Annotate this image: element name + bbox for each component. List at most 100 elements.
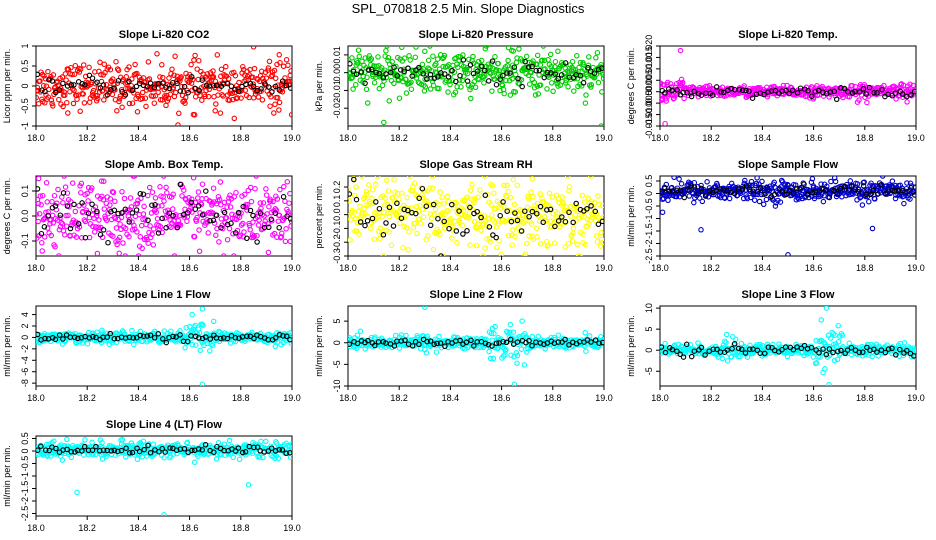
x-tick-label: 18.2 — [702, 133, 720, 143]
data-point — [445, 208, 451, 214]
plot-frame — [35, 305, 293, 387]
data-point — [373, 69, 379, 76]
data-point — [724, 347, 730, 353]
data-point — [160, 79, 167, 86]
x-tick-label: 18.2 — [702, 263, 720, 273]
data-point — [580, 61, 587, 68]
data-point — [215, 193, 222, 200]
data-point — [425, 233, 431, 239]
data-point — [529, 333, 536, 340]
data-point — [89, 75, 96, 81]
data-point — [418, 185, 425, 191]
data-point — [64, 436, 70, 443]
data-point — [911, 192, 916, 198]
data-point — [348, 75, 355, 82]
data-point — [260, 200, 267, 206]
data-point — [126, 64, 132, 70]
data-point — [199, 97, 205, 103]
data-point — [585, 64, 591, 71]
data-point — [430, 246, 437, 253]
y-tick-label: 0.01 — [332, 46, 342, 64]
data-point — [244, 207, 250, 213]
data-point — [60, 80, 66, 87]
data-point — [801, 342, 808, 349]
data-point — [482, 67, 488, 74]
data-point — [60, 199, 66, 206]
data-point — [519, 58, 526, 64]
data-point — [63, 212, 69, 219]
data-point — [541, 74, 547, 81]
data-point — [234, 95, 241, 101]
data-point — [562, 60, 569, 66]
data-point — [507, 194, 514, 201]
data-point — [160, 176, 167, 179]
data-point — [714, 182, 721, 188]
data-point — [230, 96, 236, 103]
data-point — [247, 184, 254, 191]
data-point — [427, 86, 434, 92]
data-points — [36, 46, 292, 126]
y-tick-label: -0.01 — [332, 80, 342, 101]
y-axis-label: ml/min per min. — [2, 445, 12, 507]
data-point — [710, 346, 717, 352]
data-point — [514, 339, 521, 345]
data-point — [383, 227, 389, 234]
x-tick-label: 18.6 — [493, 263, 511, 273]
x-tick-label: 18.0 — [339, 133, 357, 143]
data-point — [125, 213, 132, 219]
data-point — [743, 87, 749, 94]
data-point — [417, 220, 424, 227]
data-point — [115, 77, 122, 84]
data-point — [49, 100, 55, 107]
data-point — [282, 238, 289, 245]
data-point — [114, 108, 120, 114]
data-point — [396, 196, 402, 202]
data-point — [220, 335, 227, 341]
data-point — [48, 232, 55, 239]
y-tick-label: 0 — [644, 191, 654, 196]
data-point — [541, 57, 548, 64]
data-point — [570, 225, 577, 231]
data-point — [562, 218, 569, 225]
data-point — [449, 67, 455, 74]
data-point — [353, 71, 360, 77]
data-point — [380, 75, 387, 81]
data-point — [910, 82, 916, 89]
data-point — [78, 180, 85, 187]
data-point — [460, 57, 467, 63]
data-point — [889, 178, 896, 184]
data-point — [189, 341, 196, 348]
data-point — [866, 198, 872, 205]
data-point — [77, 66, 84, 72]
y-tick-label: 0.010 — [644, 58, 654, 81]
data-point — [756, 198, 763, 205]
data-point — [53, 87, 60, 93]
data-point — [558, 72, 565, 78]
data-point — [92, 80, 99, 87]
data-point — [71, 87, 77, 94]
data-point — [251, 233, 257, 239]
data-point — [50, 103, 56, 109]
data-point — [259, 97, 266, 103]
data-point — [271, 110, 277, 116]
data-point — [912, 346, 916, 353]
data-point — [790, 346, 797, 353]
data-point — [783, 87, 789, 94]
data-point — [284, 179, 291, 185]
data-point — [82, 437, 88, 443]
data-point — [381, 119, 387, 126]
data-point — [537, 82, 544, 88]
data-point — [283, 82, 290, 89]
data-point — [844, 347, 851, 353]
data-point — [677, 187, 684, 194]
data-point — [163, 225, 169, 231]
data-point — [595, 221, 602, 228]
data-point — [562, 80, 569, 86]
data-point — [802, 93, 808, 99]
data-point — [116, 98, 122, 105]
data-point — [433, 61, 439, 67]
data-point — [201, 83, 207, 89]
data-point — [51, 192, 58, 199]
data-point — [255, 222, 262, 228]
